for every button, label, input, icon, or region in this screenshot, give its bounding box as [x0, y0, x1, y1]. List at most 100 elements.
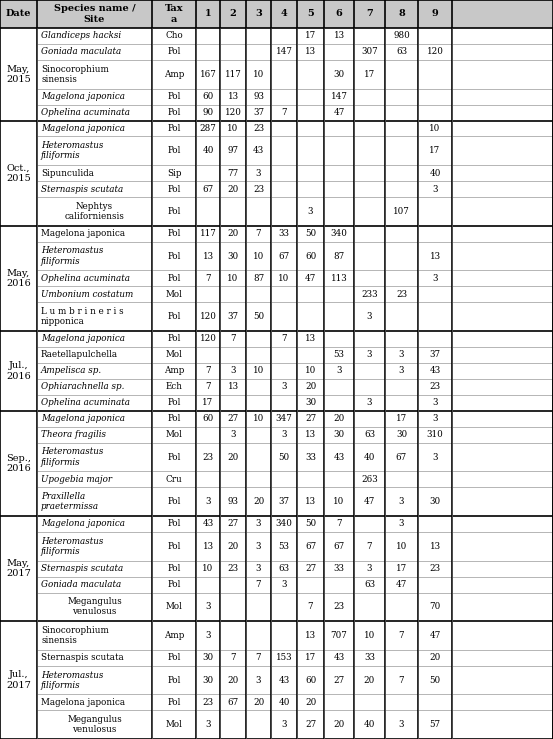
Text: 7: 7: [205, 367, 211, 375]
Text: 707: 707: [331, 631, 347, 640]
Text: Raetellapulchella: Raetellapulchella: [41, 350, 118, 359]
Text: 93: 93: [227, 497, 238, 506]
Text: 53: 53: [333, 350, 345, 359]
Text: 13: 13: [227, 382, 238, 392]
Text: 40: 40: [429, 168, 441, 177]
Text: Pol: Pol: [168, 251, 181, 261]
Text: 20: 20: [227, 229, 239, 238]
Text: 20: 20: [305, 698, 316, 707]
Text: L u m b r i n e r i s
nipponica: L u m b r i n e r i s nipponica: [41, 307, 124, 326]
Bar: [0, 621, 553, 739]
Text: 27: 27: [305, 564, 316, 573]
Text: Ampelisca sp.: Ampelisca sp.: [41, 367, 102, 375]
Text: 3: 3: [281, 721, 287, 729]
Text: 1: 1: [205, 10, 211, 18]
Text: Theora fragilis: Theora fragilis: [41, 430, 106, 439]
Text: Magelona japonica: Magelona japonica: [41, 124, 125, 133]
Text: 7: 7: [255, 580, 262, 589]
Text: 17: 17: [396, 415, 407, 423]
Text: 7: 7: [281, 334, 287, 344]
Text: 287: 287: [200, 124, 216, 133]
Text: 13: 13: [333, 32, 345, 41]
Text: 50: 50: [305, 520, 316, 528]
Text: 263: 263: [361, 475, 378, 484]
Text: 3: 3: [255, 564, 261, 573]
Text: May,
2017: May, 2017: [6, 559, 31, 578]
Text: Pol: Pol: [168, 274, 181, 283]
Text: Pol: Pol: [168, 497, 181, 506]
Text: Tax
a: Tax a: [165, 4, 183, 24]
Text: 3: 3: [205, 602, 211, 611]
Text: 3: 3: [230, 367, 236, 375]
Bar: [0, 516, 553, 621]
Text: 47: 47: [429, 631, 441, 640]
Text: 20: 20: [227, 185, 239, 194]
Text: Ophelina acuminata: Ophelina acuminata: [41, 274, 130, 283]
Text: 30: 30: [430, 497, 441, 506]
Text: 3: 3: [432, 415, 438, 423]
Text: 47: 47: [333, 108, 345, 117]
Text: 107: 107: [393, 207, 410, 216]
Text: 50: 50: [279, 452, 290, 462]
Text: 70: 70: [429, 602, 441, 611]
Text: 10: 10: [253, 415, 264, 423]
Text: 10: 10: [364, 631, 375, 640]
Text: Praxillella
praetermissa: Praxillella praetermissa: [41, 492, 99, 511]
Text: 40: 40: [364, 452, 375, 462]
Text: 17: 17: [305, 653, 316, 662]
Text: Pol: Pol: [168, 124, 181, 133]
Text: 13: 13: [305, 497, 316, 506]
Text: 3: 3: [255, 520, 261, 528]
Text: Jul.,
2016: Jul., 2016: [6, 361, 31, 381]
Text: 43: 43: [253, 146, 264, 155]
Text: 23: 23: [202, 698, 213, 707]
Text: 7: 7: [281, 108, 287, 117]
Text: 20: 20: [333, 721, 345, 729]
Text: Magelona japonica: Magelona japonica: [41, 415, 125, 423]
Text: 30: 30: [333, 430, 345, 439]
Text: 63: 63: [279, 564, 290, 573]
Text: Goniada maculata: Goniada maculata: [41, 580, 121, 589]
Text: 23: 23: [333, 602, 345, 611]
Text: 3: 3: [399, 367, 404, 375]
Text: 50: 50: [305, 229, 316, 238]
Text: 77: 77: [227, 168, 239, 177]
Text: 167: 167: [200, 69, 216, 79]
Text: 7: 7: [399, 675, 404, 684]
Text: 20: 20: [429, 653, 441, 662]
Text: Pol: Pol: [168, 229, 181, 238]
Text: 27: 27: [227, 415, 239, 423]
Text: Pol: Pol: [168, 653, 181, 662]
Text: 3: 3: [432, 398, 438, 407]
Text: Megangulus
venulosus: Megangulus venulosus: [67, 715, 122, 735]
Text: 13: 13: [227, 92, 238, 101]
Text: Pol: Pol: [168, 564, 181, 573]
Text: 310: 310: [426, 430, 444, 439]
Text: 17: 17: [396, 564, 407, 573]
Bar: [0, 28, 553, 120]
Text: 20: 20: [253, 698, 264, 707]
Text: Pol: Pol: [168, 185, 181, 194]
Text: 120: 120: [426, 47, 444, 56]
Text: 7: 7: [336, 520, 342, 528]
Text: 3: 3: [281, 580, 287, 589]
Text: Mol: Mol: [165, 602, 182, 611]
Text: 7: 7: [255, 653, 262, 662]
Text: 20: 20: [227, 542, 239, 551]
Text: 3: 3: [281, 430, 287, 439]
Text: Upogebia major: Upogebia major: [41, 475, 112, 484]
Text: 9: 9: [432, 10, 439, 18]
Text: 4: 4: [280, 10, 288, 18]
Text: Magelona japonica: Magelona japonica: [41, 334, 125, 344]
Text: 153: 153: [276, 653, 293, 662]
Text: 7: 7: [367, 542, 372, 551]
Text: 30: 30: [305, 398, 316, 407]
Text: 120: 120: [200, 334, 216, 344]
Text: 10: 10: [253, 69, 264, 79]
Text: 23: 23: [253, 124, 264, 133]
Text: 10: 10: [253, 251, 264, 261]
Text: 47: 47: [396, 580, 407, 589]
Text: 60: 60: [305, 251, 316, 261]
Text: 20: 20: [333, 415, 345, 423]
Text: Pol: Pol: [168, 520, 181, 528]
